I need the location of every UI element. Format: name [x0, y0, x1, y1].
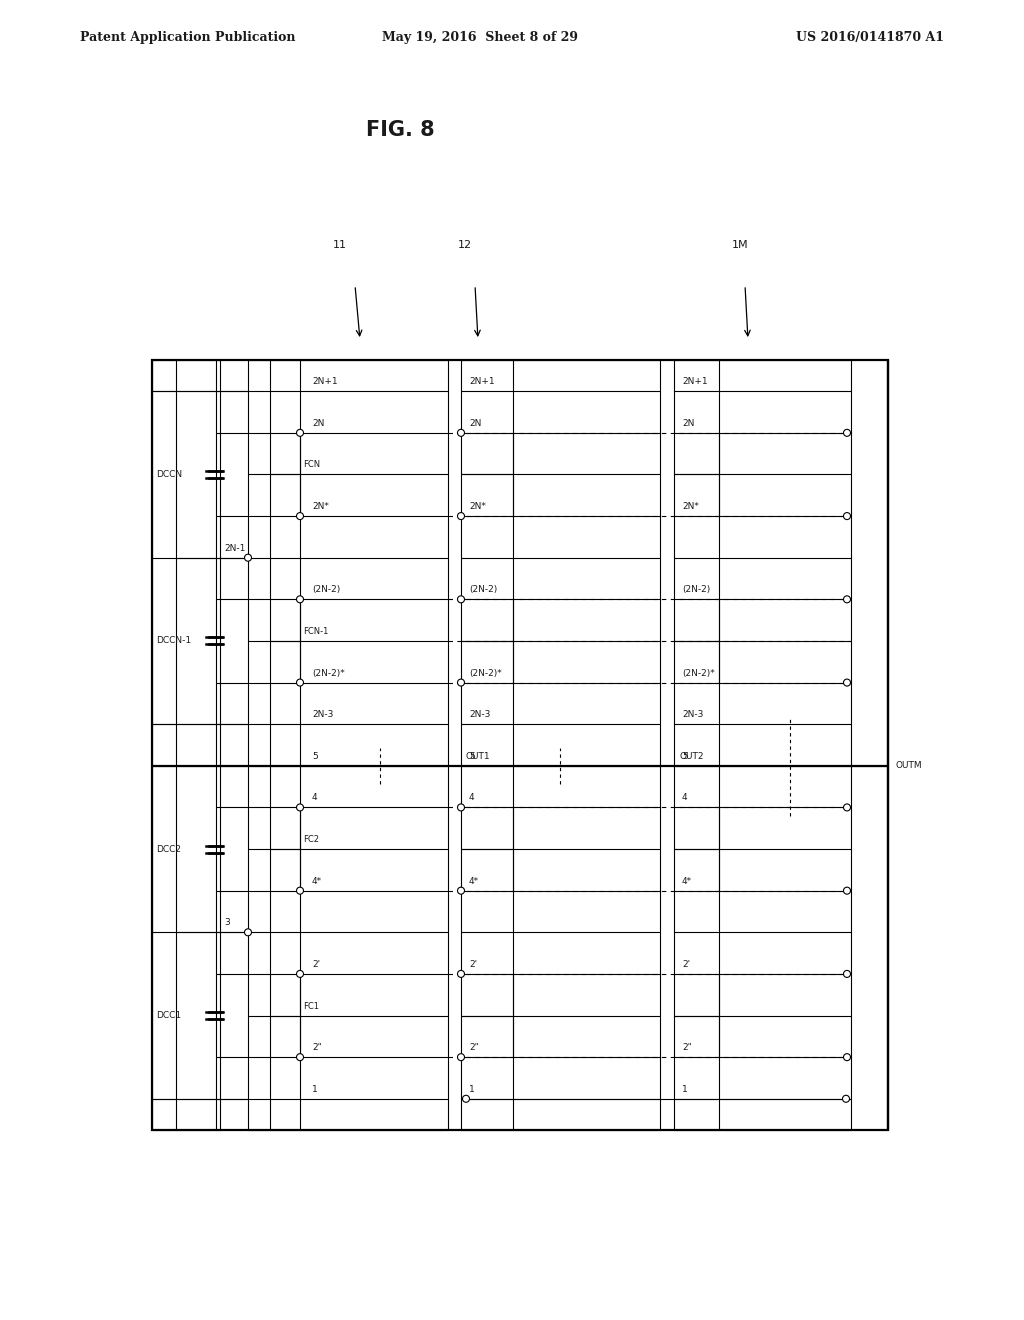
Text: OUT1: OUT1: [466, 752, 490, 760]
Circle shape: [458, 804, 465, 810]
Text: DCCN-1: DCCN-1: [156, 636, 191, 645]
Circle shape: [844, 970, 851, 977]
Bar: [674, 360, 851, 1130]
Text: 2N-1: 2N-1: [224, 544, 246, 553]
Circle shape: [297, 1053, 303, 1061]
Text: 2N: 2N: [469, 418, 481, 428]
Text: 2': 2': [312, 960, 321, 969]
Text: 1M: 1M: [732, 240, 749, 249]
Circle shape: [844, 595, 851, 603]
Circle shape: [297, 887, 303, 894]
Circle shape: [297, 970, 303, 977]
Bar: [461, 360, 660, 1130]
Text: 1: 1: [312, 1085, 317, 1094]
Circle shape: [844, 678, 851, 686]
Text: (2N-2)*: (2N-2)*: [312, 668, 345, 677]
Text: 5: 5: [469, 752, 475, 760]
Text: 4: 4: [469, 793, 475, 803]
Text: 2N*: 2N*: [469, 502, 485, 511]
Text: DCC1: DCC1: [156, 1011, 181, 1020]
Text: OUT2: OUT2: [679, 752, 703, 760]
Text: Patent Application Publication: Patent Application Publication: [80, 30, 296, 44]
Text: 2N+1: 2N+1: [682, 378, 708, 387]
Circle shape: [458, 1053, 465, 1061]
Text: 2": 2": [312, 1043, 322, 1052]
Text: FIG. 8: FIG. 8: [366, 120, 434, 140]
Text: 2N*: 2N*: [312, 502, 329, 511]
Bar: [152, 360, 220, 1130]
Text: (2N-2): (2N-2): [312, 585, 340, 594]
Circle shape: [458, 429, 465, 437]
Bar: [152, 360, 888, 1130]
Text: 2': 2': [682, 960, 690, 969]
Text: US 2016/0141870 A1: US 2016/0141870 A1: [796, 30, 944, 44]
Circle shape: [458, 595, 465, 603]
Text: FC1: FC1: [303, 1002, 319, 1011]
Text: DCC2: DCC2: [156, 845, 181, 854]
Circle shape: [458, 512, 465, 520]
Text: May 19, 2016  Sheet 8 of 29: May 19, 2016 Sheet 8 of 29: [382, 30, 578, 44]
Text: (2N-2)*: (2N-2)*: [682, 668, 715, 677]
Circle shape: [843, 1096, 850, 1102]
Text: 4*: 4*: [469, 876, 479, 886]
Circle shape: [458, 678, 465, 686]
Circle shape: [844, 429, 851, 437]
Text: 2N: 2N: [312, 418, 325, 428]
Circle shape: [844, 1053, 851, 1061]
Bar: [248, 360, 449, 1130]
Text: (2N-2): (2N-2): [682, 585, 711, 594]
Text: 2N+1: 2N+1: [312, 378, 338, 387]
Circle shape: [458, 970, 465, 977]
Text: FCN-1: FCN-1: [303, 627, 329, 636]
Text: 4: 4: [682, 793, 688, 803]
Text: OUTM: OUTM: [896, 762, 923, 771]
Circle shape: [297, 512, 303, 520]
Text: 2N+1: 2N+1: [469, 378, 495, 387]
Circle shape: [844, 512, 851, 520]
Text: 1: 1: [682, 1085, 688, 1094]
Text: 2N-3: 2N-3: [312, 710, 334, 719]
Text: 2': 2': [469, 960, 477, 969]
Text: 3: 3: [224, 919, 229, 927]
Text: 2N-3: 2N-3: [682, 710, 703, 719]
Text: 4*: 4*: [682, 876, 692, 886]
Circle shape: [844, 887, 851, 894]
Circle shape: [458, 887, 465, 894]
Text: FC2: FC2: [303, 836, 319, 843]
Circle shape: [297, 595, 303, 603]
Circle shape: [297, 678, 303, 686]
Text: 12: 12: [458, 240, 472, 249]
Text: 4*: 4*: [312, 876, 323, 886]
Text: 2": 2": [682, 1043, 692, 1052]
Text: 5: 5: [312, 752, 317, 760]
Text: FCN: FCN: [303, 461, 321, 470]
Circle shape: [297, 429, 303, 437]
Text: 1: 1: [469, 1085, 475, 1094]
Circle shape: [844, 804, 851, 810]
Text: 5: 5: [682, 752, 688, 760]
Text: 2": 2": [469, 1043, 479, 1052]
Text: 2N*: 2N*: [682, 502, 698, 511]
Text: 2N: 2N: [682, 418, 694, 428]
Text: 11: 11: [333, 240, 347, 249]
Text: 4: 4: [312, 793, 317, 803]
Text: 2N-3: 2N-3: [469, 710, 490, 719]
Circle shape: [245, 929, 252, 936]
Circle shape: [245, 554, 252, 561]
Text: DCCN: DCCN: [156, 470, 182, 479]
Circle shape: [463, 1096, 469, 1102]
Circle shape: [297, 804, 303, 810]
Text: (2N-2): (2N-2): [469, 585, 498, 594]
Text: (2N-2)*: (2N-2)*: [469, 668, 502, 677]
